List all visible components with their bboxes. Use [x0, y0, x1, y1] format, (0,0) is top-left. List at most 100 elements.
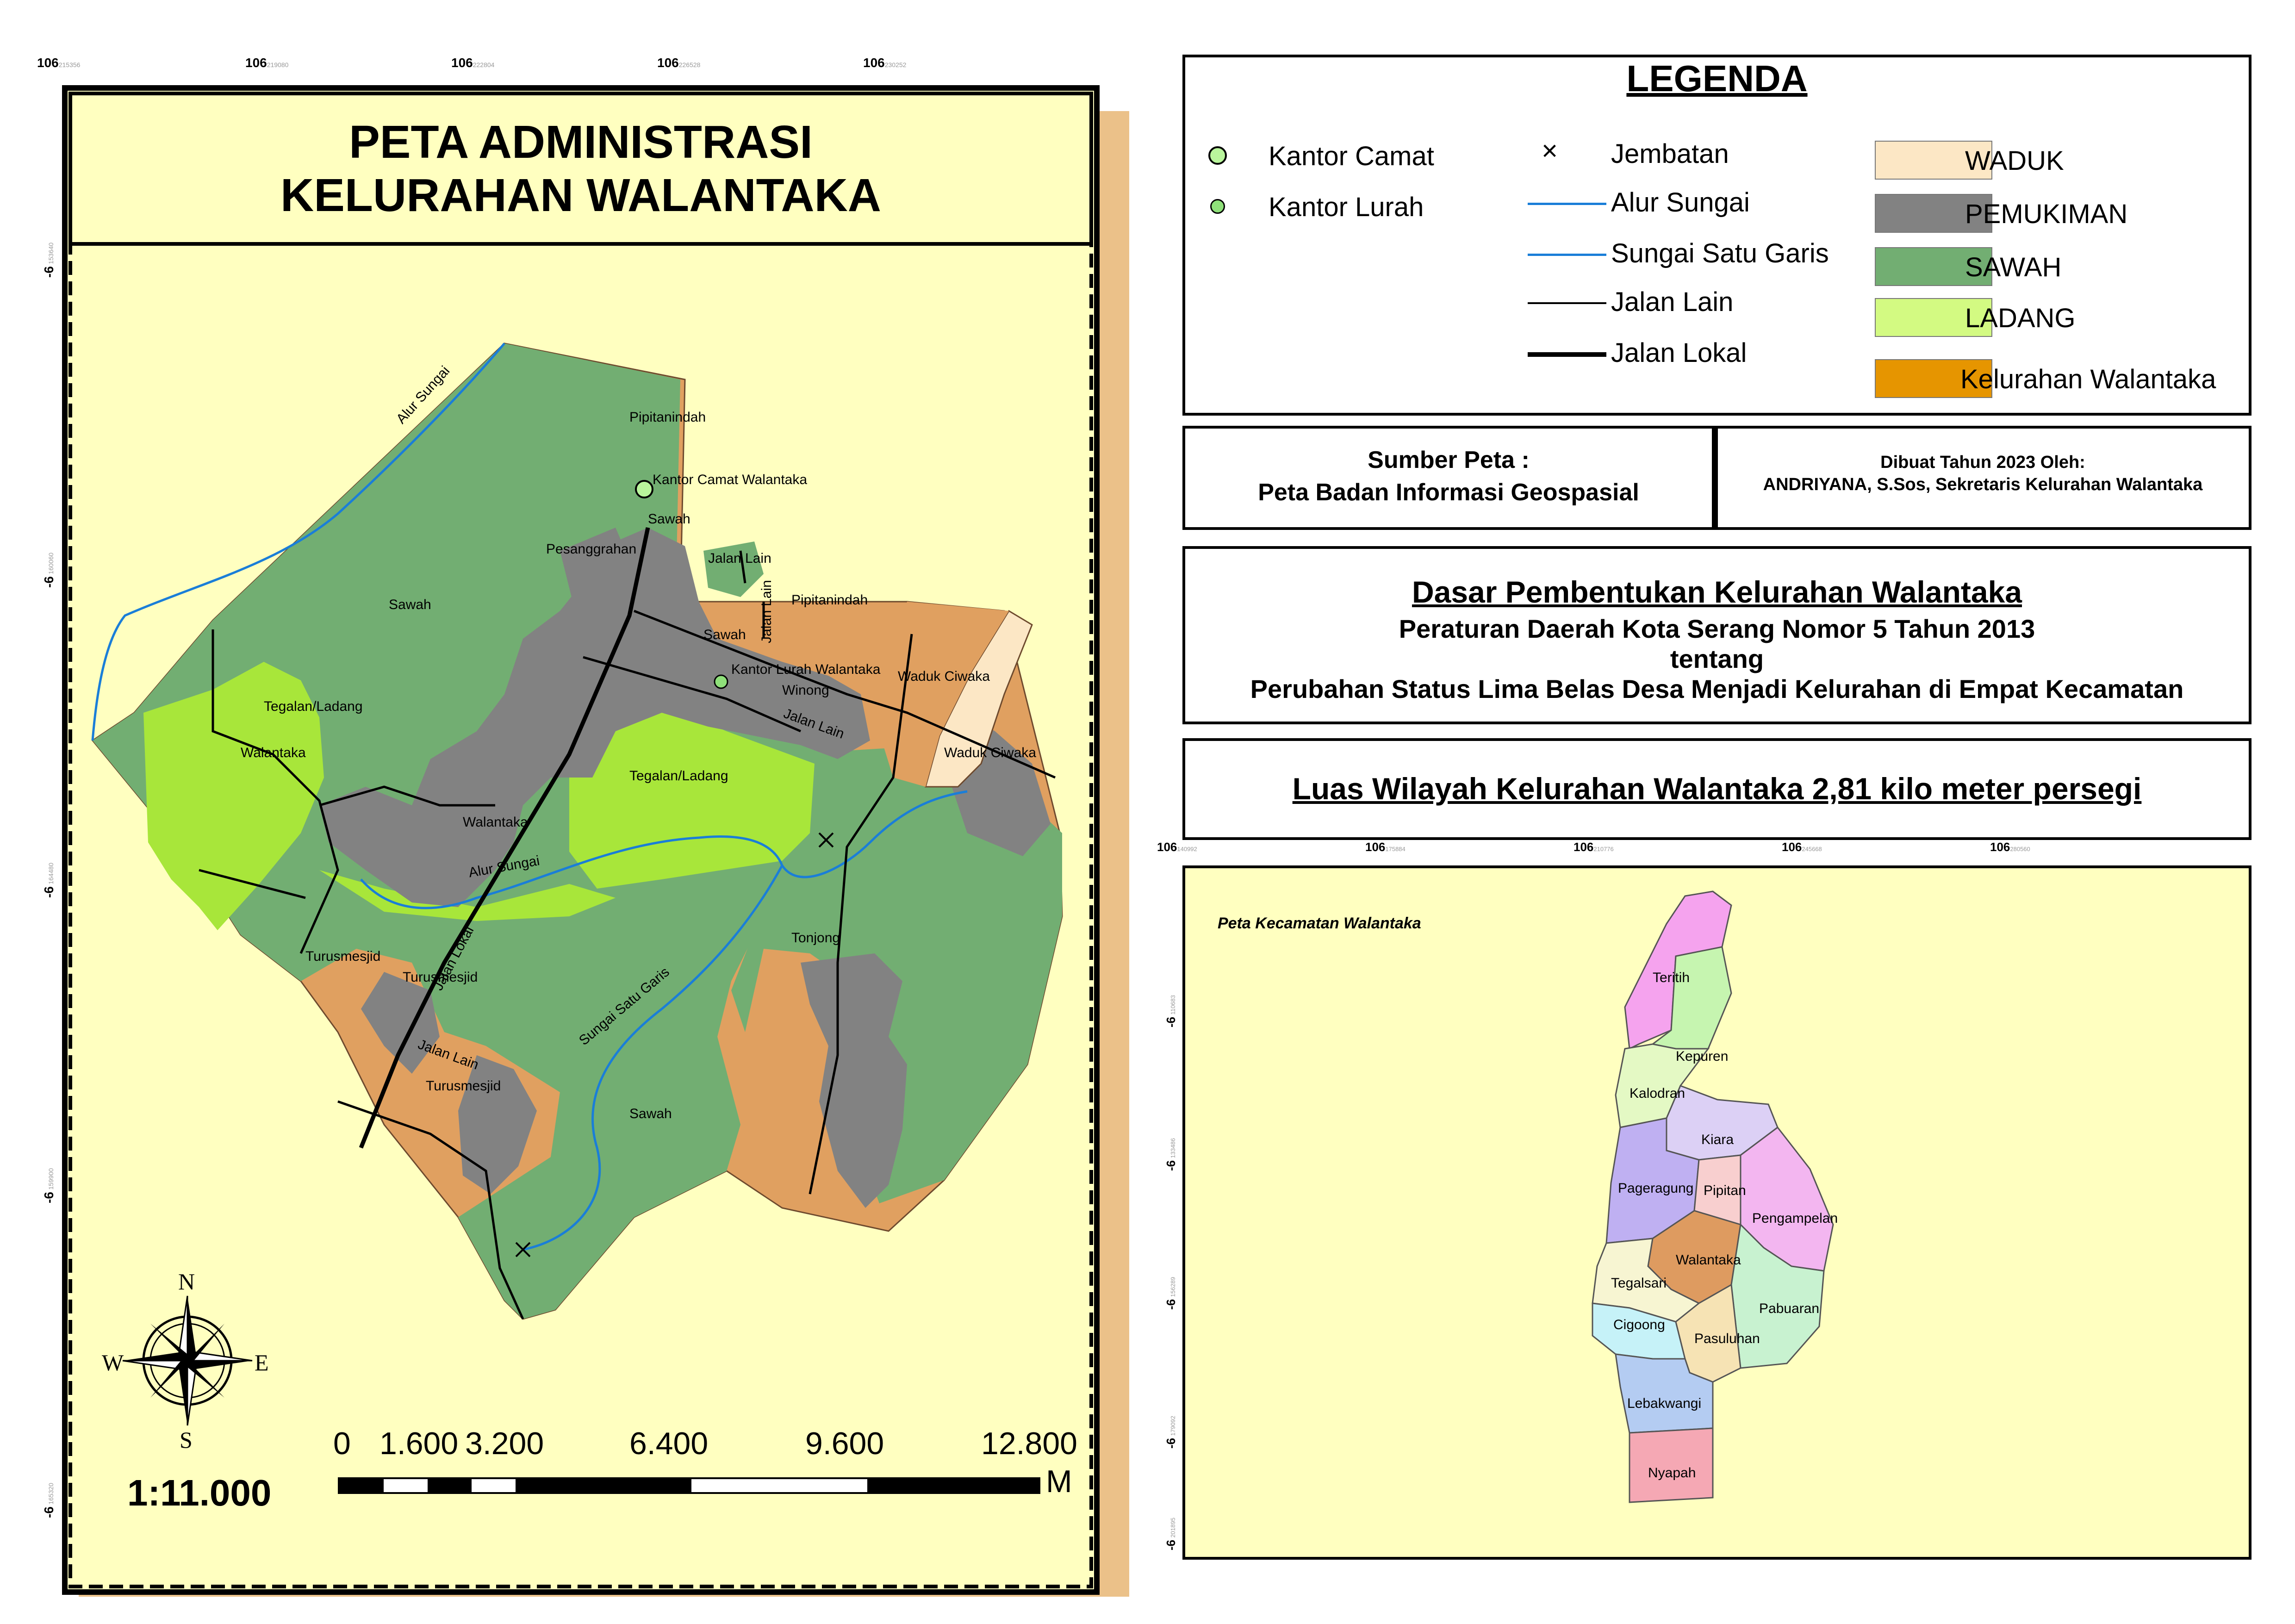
label-walantaka-1: Walantaka [241, 745, 306, 760]
kantor-camat-point [635, 480, 653, 498]
inset-side-major-2: -6 [1164, 1299, 1178, 1310]
map-labels: Alur Sungai Pipitanindah Kantor Camat Wa… [60, 83, 1101, 1597]
label-sawah-2: Sawah [389, 597, 431, 612]
scalebar: 0 1.600 3.200 6.400 9.600 12.800 M [333, 1425, 1120, 1504]
label-waduk-ciwaka-2: Waduk Ciwaka [944, 745, 1036, 760]
inset-side-major-0: -6 [1164, 1016, 1178, 1027]
source-box: Sumber Peta : Peta Badan Informasi Geosp… [1182, 426, 1715, 530]
label-kiara: Kiara [1701, 1132, 1734, 1147]
north-label: N [178, 1269, 195, 1294]
inset-side-major-1: -6 [1164, 1160, 1178, 1171]
scalebar-label-0: 0 [333, 1426, 351, 1461]
label-tegalan-1: Tegalan/Ladang [264, 699, 363, 714]
legend-label-sawah: SAWAH [1965, 252, 2062, 282]
label-nyapah: Nyapah [1648, 1465, 1696, 1481]
grid-side-major-0: -6 [42, 266, 56, 278]
kelurahan-boundary [91, 342, 1063, 1320]
grid-side-minor-0: 153640 [47, 242, 55, 264]
legend-box: LEGENDA Kantor Camat Kantor Lurah × Jemb… [1182, 55, 2251, 416]
made-by-box: Dibuat Tahun 2023 Oleh: ANDRIYANA, S.Sos… [1712, 426, 2251, 530]
grid-side-minor-3: 159900 [47, 1168, 55, 1190]
blue-line-icon [1528, 203, 1606, 205]
scalebar-label-5: 12.800 [981, 1426, 1077, 1461]
label-sawah-1: Sawah [648, 511, 690, 527]
grid-top-major-0: 106 [37, 56, 59, 70]
area-box: Luas Wilayah Kelurahan Walantaka 2,81 ki… [1182, 738, 2251, 840]
label-pabuaran: Pabuaran [1759, 1301, 1820, 1316]
legend-label-jalan-lain: Jalan Lain [1611, 287, 1734, 317]
inset-side-major-4: -6 [1164, 1539, 1178, 1550]
label-jalan-lain-1: Jalan Lain [708, 551, 771, 566]
label-kepuren: Kepuren [1676, 1049, 1729, 1064]
basis-title: Dasar Pembentukan Kelurahan Walantaka [1412, 575, 2022, 609]
legend-label-sungai-satu-garis: Sungai Satu Garis [1611, 238, 1829, 268]
label-walantaka-2: Walantaka [463, 815, 528, 830]
compass-rose-icon [122, 1295, 253, 1426]
kantor-lurah-point [714, 674, 728, 689]
thick-black-line-icon [1528, 352, 1606, 357]
legend-label-kelurahan: Kelurahan Walantaka [1960, 364, 2216, 394]
legend-label-jalan-lokal: Jalan Lokal [1611, 338, 1747, 368]
map-title: PETA ADMINISTRASI KELURAHAN WALANTAKA [70, 116, 1091, 222]
basis-line3: Perubahan Status Lima Belas Desa Menjadi… [1250, 674, 2184, 703]
main-map-svg [62, 85, 1100, 1595]
kelurahan-lebakwangi [1615, 1353, 1714, 1434]
inset-top-major-1: 106 [1365, 840, 1386, 854]
roads [199, 527, 1056, 1320]
basis-box: Dasar Pembentukan Kelurahan Walantaka Pe… [1182, 546, 2251, 724]
kelurahan-teritih [1624, 890, 1732, 1050]
scalebar-bar [338, 1477, 1040, 1494]
scalebar-label-3: 6.400 [629, 1426, 709, 1461]
inset-map-title: Peta Kecamatan Walantaka [1218, 915, 1421, 932]
grid-top-minor-2: 222804 [473, 61, 495, 68]
label-tegalan-2: Tegalan/Ladang [629, 768, 728, 784]
label-walantaka-inset: Walantaka [1676, 1252, 1741, 1268]
ladang-swatch [1875, 298, 1992, 337]
rivers [91, 342, 968, 1251]
inset-map: Peta Kecamatan Walantaka Teritih Kepuren… [1182, 865, 2251, 1560]
grid-side-minor-1: 160060 [47, 552, 55, 574]
grid-top-major-4: 106 [863, 56, 885, 70]
legend-label-ladang: LADANG [1965, 303, 2076, 333]
waduk-swatch [1875, 141, 1992, 180]
main-grid-top: 106215356 106219080 106222804 106226528 … [0, 0, 1111, 83]
grid-top-minor-4: 230252 [884, 61, 907, 68]
inset-top-minor-2: 210776 [1593, 846, 1614, 852]
label-cigoong: Cigoong [1613, 1317, 1665, 1332]
inset-side-minor-4: 201895 [1169, 1518, 1176, 1538]
small-circle-icon [1210, 199, 1225, 214]
main-map-frame: PETA ADMINISTRASI KELURAHAN WALANTAKA Al… [60, 83, 1129, 1597]
inset-side-minor-2: 156289 [1169, 1277, 1176, 1297]
source-text: Peta Badan Informasi Geospasial [1258, 479, 1639, 506]
scalebar-label-2: 3.200 [465, 1426, 544, 1461]
label-teritih: Teritih [1653, 970, 1690, 985]
legend-label-pemukiman: PEMUKIMAN [1965, 199, 2128, 229]
inset-side-major-3: -6 [1164, 1437, 1178, 1449]
inset-side-minor-0: 110683 [1169, 995, 1176, 1015]
label-alur-sungai-mid: Alur Sungai [467, 853, 541, 881]
source-title: Sumber Peta : [1368, 447, 1530, 473]
label-turusmesjid-3: Turusmesjid [426, 1078, 501, 1094]
legend-label-jembatan: Jembatan [1611, 139, 1729, 169]
label-sawah-3: Sawah [703, 627, 746, 642]
bridge-icons [515, 832, 834, 1257]
east-label: E [255, 1350, 269, 1375]
inset-side-minor-1: 133486 [1169, 1138, 1176, 1158]
kelurahan-swatch [1875, 359, 1992, 398]
label-pageragung: Pageragung [1618, 1181, 1694, 1196]
label-waduk-ciwaka-1: Waduk Ciwaka [898, 669, 990, 684]
thin-black-line-icon [1528, 302, 1606, 304]
label-tegalsari: Tegalsari [1611, 1276, 1667, 1291]
inset-labels: Teritih Kepuren Kalodran Kiara Pageragun… [1185, 868, 2249, 1557]
grid-side-major-2: -6 [42, 886, 56, 898]
label-turusmesjid-2: Turusmesjid [403, 970, 478, 985]
label-pengampelan: Pengampelan [1752, 1211, 1838, 1226]
basis-line1: Peraturan Daerah Kota Serang Nomor 5 Tah… [1399, 614, 2035, 643]
grid-side-major-4: -6 [42, 1506, 56, 1518]
inset-grid-side: -6 110683 -6 133486 -6 156289 -6 179092 … [1157, 865, 1182, 1560]
label-jalan-lain-3: Jalan Lain [781, 706, 846, 742]
label-pipitan: Pipitan [1704, 1183, 1746, 1198]
north-arrow: N S E W [102, 1269, 273, 1453]
grid-top-minor-3: 226528 [678, 61, 701, 68]
scalebar-label-4: 9.600 [805, 1426, 884, 1461]
